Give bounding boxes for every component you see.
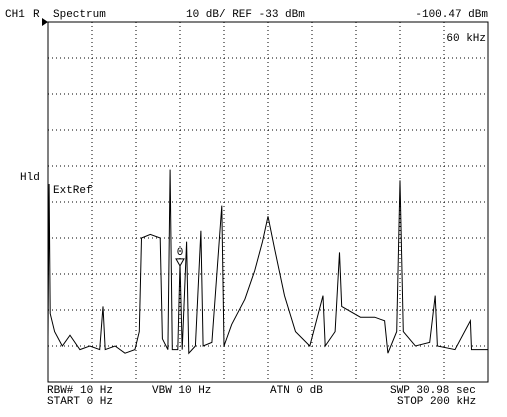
- vbw: VBW 10 Hz: [152, 385, 211, 397]
- channel: CH1: [5, 9, 25, 21]
- swp: SWP 30.98 sec: [390, 385, 476, 397]
- marker-label: 0: [177, 247, 184, 259]
- mode: R: [33, 9, 40, 21]
- ref-label: ExtRef: [53, 185, 93, 197]
- start: START 0 Hz: [47, 396, 113, 408]
- atn: ATN 0 dB: [270, 385, 323, 397]
- hold-label: Hld: [20, 172, 40, 184]
- rbw: RBW# 10 Hz: [47, 385, 113, 397]
- marker-value-readout: -100.47 dBm: [415, 9, 488, 21]
- ref-pointer: [42, 18, 48, 26]
- plot-frame: [47, 21, 489, 383]
- chart-title: Spectrum: [53, 9, 106, 21]
- stop: STOP 200 kHz: [397, 396, 476, 408]
- grid: [48, 22, 488, 382]
- trace: [47, 169, 488, 355]
- marker: [175, 258, 185, 267]
- scale-label: 10 dB/ REF -33 dBm: [186, 9, 305, 21]
- marker-freq-readout: 60 kHz: [446, 33, 486, 45]
